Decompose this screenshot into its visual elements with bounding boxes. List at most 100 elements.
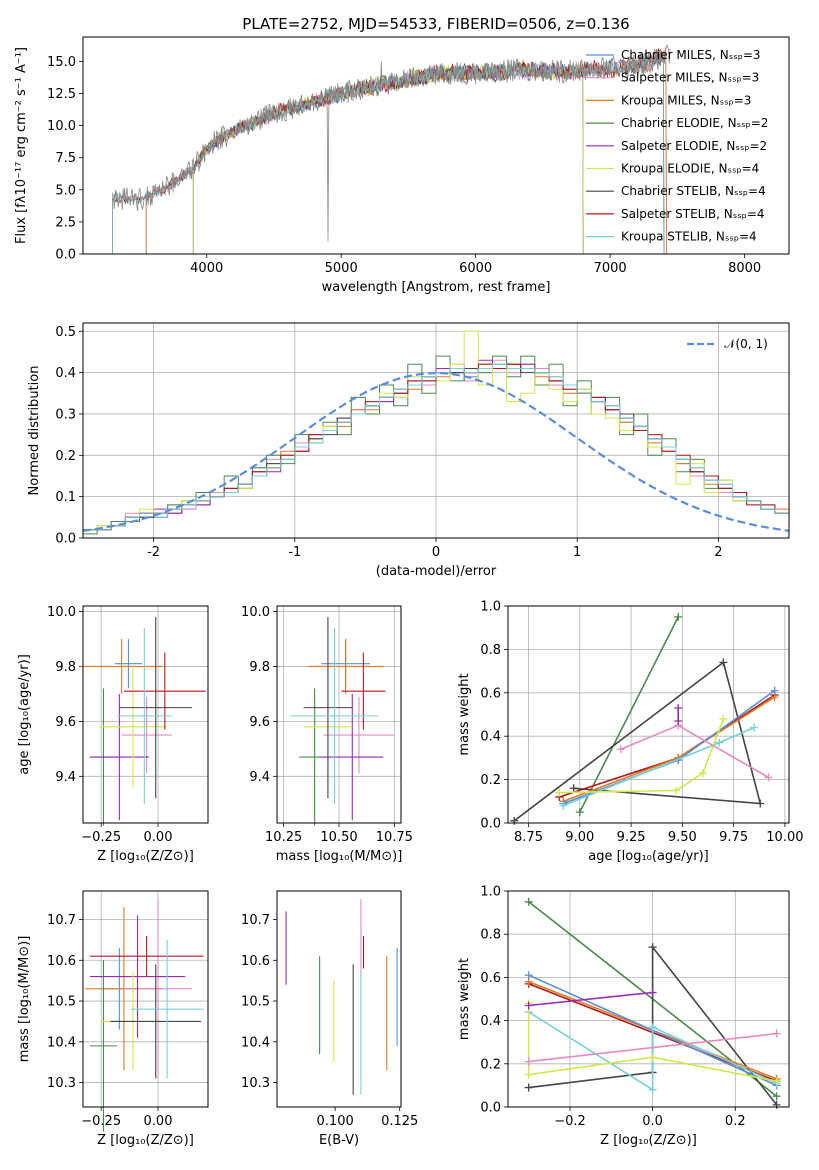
mass-weight-line [559, 694, 776, 798]
y-tick-label: 10.5 [47, 995, 76, 1010]
y-tick-label: 10.7 [241, 913, 270, 928]
mass-weight-line [559, 718, 725, 794]
y-tick-label: 10.3 [241, 1076, 270, 1091]
y-tick-label: 0.2 [480, 773, 501, 788]
x-tick-label: 1 [573, 545, 581, 560]
axes-frame [507, 890, 790, 1108]
plus-marker [719, 658, 728, 667]
gaussian-curve [83, 371, 789, 532]
plus-marker [616, 745, 625, 754]
axes-frame [276, 605, 402, 824]
x-tick-label: 0.100 [317, 1114, 354, 1129]
x-tick-label: 4000 [190, 261, 223, 276]
y-tick-label: 0.2 [480, 1057, 501, 1072]
plus-marker [648, 943, 657, 952]
panel-mass_vs_Z: −0.25 0.00 10.3 10.4 10.5 10.6 10.7 Z [log₁₀(Z/… [17, 890, 209, 1148]
plus-marker [719, 714, 728, 723]
x-tick-label: −0.25 [81, 1114, 121, 1129]
plus-marker [524, 1070, 533, 1079]
legend-label: Kroupa STELIB, Nₛₛₚ=4 [621, 230, 757, 244]
y-tick-label: 9.4 [249, 770, 270, 785]
x-tick-label: −0.25 [81, 830, 121, 845]
legend-label: Salpeter STELIB, Nₛₛₚ=4 [621, 207, 765, 221]
plus-marker [674, 612, 683, 621]
axes-frame [82, 322, 790, 539]
x-tick-label: 10.75 [376, 830, 413, 845]
y-tick-label: 0.0 [55, 532, 76, 547]
y-tick-label: 0.0 [480, 817, 501, 832]
legend-label: Salpeter MILES, Nₛₛₚ=3 [621, 71, 759, 85]
y-tick-label: 7.5 [55, 151, 76, 166]
plus-marker [648, 988, 657, 997]
y-tick-label: 0.8 [480, 643, 501, 658]
y-axis-label: Normed distribution [27, 366, 42, 496]
spectrum-data-line [112, 43, 671, 242]
plus-marker [750, 723, 759, 732]
histogram-group [83, 330, 789, 535]
y-tick-label: 0.2 [55, 449, 76, 464]
axes-frame [276, 890, 402, 1108]
y-axis-label: mass [log₁₀(M/M⊙)] [17, 936, 32, 1063]
y-tick-label: 9.8 [55, 660, 76, 675]
y-tick-label: 0.3 [55, 407, 76, 422]
y-tick-label: 9.4 [55, 770, 76, 785]
y-tick-label: 0.6 [480, 686, 501, 701]
panel-mass_weight_vs_age: 8.75 9.00 9.25 9.50 9.75 10.00 0.0 0.2 0.4 0.6 0.8… [457, 600, 804, 865]
y-axis-label: Flux [fλ10⁻¹⁷ erg cm⁻² s⁻¹ A⁻¹] [14, 47, 29, 244]
x-axis-label: mass [log₁₀(M/M⊙)] [276, 849, 403, 864]
plus-marker [698, 769, 707, 778]
y-tick-label: 10.0 [241, 605, 270, 620]
legend-label: 𝒩(0, 1) [724, 337, 768, 351]
mass-weight-line [528, 944, 778, 1106]
mass-weight-line [528, 991, 653, 1007]
x-tick-label: 6000 [459, 261, 492, 276]
x-tick-label: 10.00 [766, 830, 803, 845]
legend-label: Salpeter ELODIE, Nₛₛₚ=2 [621, 139, 767, 153]
plus-marker [648, 1023, 657, 1032]
y-tick-label: 10.6 [47, 954, 76, 969]
x-tick-label: 9.75 [719, 830, 748, 845]
legend-label: Kroupa MILES, Nₛₛₚ=3 [621, 93, 751, 107]
x-tick-label: 9.25 [617, 830, 646, 845]
spectrum-model-line [112, 49, 665, 254]
plus-marker [575, 808, 584, 817]
axes-frame [507, 605, 790, 824]
y-axis-label: age [log₁₀(age/yr)] [17, 654, 32, 775]
panel-age_vs_Z: −0.25 0.00 9.4 9.6 9.8 10.0 Z [log₁₀(Z/Z⊙)] age… [17, 605, 209, 864]
plus-marker [672, 786, 681, 795]
x-axis-label: Z [log₁₀(Z/Z⊙)] [97, 849, 194, 864]
plus-marker [648, 1053, 657, 1062]
x-tick-label: 5000 [325, 261, 358, 276]
plus-marker [648, 1085, 657, 1094]
plus-marker [524, 897, 533, 906]
x-tick-label: 0.2 [725, 1114, 746, 1129]
panel-age_vs_mass: 10.25 10.50 10.75 9.4 9.6 9.8 10.0 mass [log₁₀(… [241, 605, 413, 864]
x-tick-label: 10.25 [265, 830, 302, 845]
x-axis-label: age [log₁₀(age/yr)] [588, 849, 709, 864]
plus-marker [756, 799, 765, 808]
histogram-step [83, 363, 789, 531]
plus-marker [770, 686, 779, 695]
plus-marker [772, 1077, 781, 1086]
spectrum-model-line [112, 52, 665, 254]
histogram-step [83, 359, 789, 531]
legend-label: Chabrier ELODIE, Nₛₛₚ=2 [621, 116, 768, 130]
histogram-step [83, 359, 789, 531]
x-tick-label: -2 [147, 545, 160, 560]
axes-frame [82, 36, 790, 255]
mass-weight-line [528, 1032, 777, 1063]
legend-label: Chabrier STELIB, Nₛₛₚ=4 [621, 184, 766, 198]
y-tick-label: 5.0 [55, 183, 76, 198]
y-tick-label: 1.0 [480, 600, 501, 615]
mass-weight-line [579, 616, 679, 813]
x-axis-label: Z [log₁₀(Z/Z⊙)] [600, 1133, 697, 1148]
y-tick-label: 10.6 [241, 954, 270, 969]
y-tick-label: 0.8 [480, 928, 501, 943]
x-tick-label: 0.00 [144, 830, 173, 845]
y-tick-label: 0.4 [55, 366, 76, 381]
y-tick-label: 0.0 [55, 248, 76, 263]
y-tick-label: 1.0 [480, 885, 501, 900]
panel-residuals: -2 -1 0 1 2 0.0 0.1 0.2 0.3 0.4 0.5 (data-model)/er… [27, 322, 790, 579]
plus-marker [524, 1083, 533, 1092]
spectrum-series-group [112, 43, 671, 254]
